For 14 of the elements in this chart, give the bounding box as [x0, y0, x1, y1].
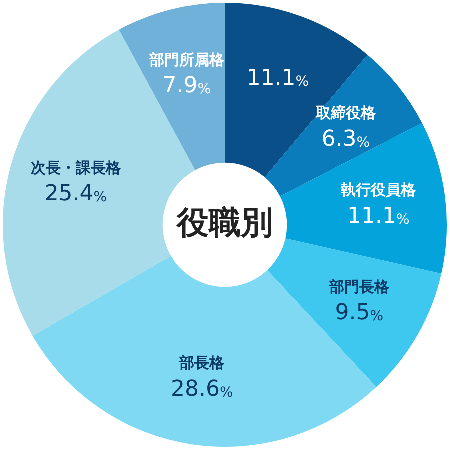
data-label: 7.9% — [162, 74, 212, 99]
slice-label: 次長・課長格 — [30, 158, 122, 177]
slice-label: 部長格 — [178, 354, 226, 372]
data-label: 25.4% — [44, 182, 108, 207]
text: 役職別 — [176, 203, 273, 242]
slice-label: 部門長格 — [328, 278, 390, 296]
data-label: 11.1% — [347, 204, 410, 230]
slice-label: 部門所属格 — [148, 50, 226, 69]
slice-label: 取締役格 — [314, 104, 377, 122]
slice-label: 執行役員格 — [340, 181, 418, 200]
data-label: 11.1% — [246, 66, 310, 92]
data-label: 28.6% — [171, 376, 234, 402]
data-label: 6.3% — [322, 127, 370, 152]
data-label: 9.5% — [335, 300, 384, 326]
